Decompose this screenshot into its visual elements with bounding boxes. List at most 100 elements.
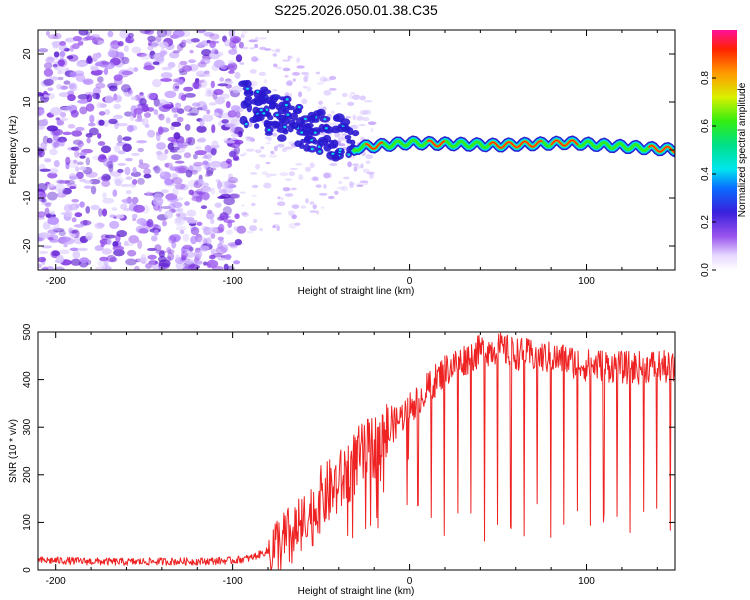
noise-blob xyxy=(70,258,82,266)
noise-blob xyxy=(202,261,208,266)
noise-blob xyxy=(131,46,142,54)
noise-blob xyxy=(197,42,204,48)
noise-blob xyxy=(208,226,219,235)
noise-blob xyxy=(147,45,154,51)
noise-blob xyxy=(112,245,125,251)
noise-blob xyxy=(213,112,220,117)
signal-blob xyxy=(244,95,253,101)
noise-blob xyxy=(292,78,296,82)
noise-blob xyxy=(206,89,212,97)
noise-blob xyxy=(230,105,241,112)
snr-y-label: SNR (10 * v/v) xyxy=(8,419,19,483)
noise-blob xyxy=(296,65,305,69)
noise-blob xyxy=(47,87,54,92)
noise-blob xyxy=(209,40,216,49)
noise-blob xyxy=(220,93,230,99)
noise-blob xyxy=(98,119,105,126)
signal-blob xyxy=(332,125,341,130)
y-tick-label: 500 xyxy=(22,323,33,340)
noise-blob xyxy=(272,53,278,57)
y-tick-label: -10 xyxy=(22,190,33,205)
noise-blob xyxy=(195,79,205,84)
noise-blob xyxy=(251,56,258,62)
noise-blob xyxy=(42,221,51,230)
noise-blob xyxy=(169,233,182,242)
noise-blob xyxy=(125,176,133,181)
noise-blob xyxy=(52,63,58,68)
noise-blob xyxy=(171,240,177,249)
noise-blob xyxy=(138,228,148,234)
noise-blob xyxy=(358,124,366,127)
noise-blob xyxy=(219,160,229,170)
noise-blob xyxy=(250,172,258,175)
noise-blob xyxy=(68,83,76,90)
noise-blob xyxy=(72,35,83,42)
noise-blob xyxy=(153,229,159,236)
noise-blob xyxy=(126,125,134,133)
noise-blob xyxy=(183,152,192,159)
noise-blob xyxy=(196,260,203,265)
noise-blob xyxy=(70,109,79,118)
noise-blob xyxy=(85,206,91,214)
noise-blob xyxy=(102,192,107,200)
noise-blob xyxy=(160,72,173,79)
noise-blob xyxy=(162,128,168,133)
noise-blob xyxy=(153,167,163,174)
noise-blob xyxy=(138,162,150,170)
noise-blob xyxy=(164,30,172,37)
noise-blob xyxy=(246,230,254,234)
noise-blob xyxy=(329,122,338,127)
signal-core xyxy=(286,113,290,116)
noise-blob xyxy=(162,104,174,109)
noise-blob xyxy=(177,79,184,85)
noise-blob xyxy=(40,141,48,150)
noise-blob xyxy=(174,160,185,164)
noise-blob xyxy=(121,84,131,93)
noise-blob xyxy=(309,210,318,213)
noise-blob xyxy=(284,75,289,78)
noise-blob xyxy=(63,243,68,248)
colorbar-tick-label: 0.0 xyxy=(700,263,711,277)
noise-blob xyxy=(98,111,106,116)
noise-blob xyxy=(85,231,93,241)
noise-blob xyxy=(322,78,332,82)
noise-blob xyxy=(116,96,122,102)
noise-blob xyxy=(316,82,325,85)
noise-blob xyxy=(294,163,303,166)
noise-blob xyxy=(199,118,205,128)
noise-blob xyxy=(227,176,239,184)
noise-blob xyxy=(261,171,268,176)
noise-blob xyxy=(211,48,219,55)
noise-blob xyxy=(106,255,117,263)
noise-blob xyxy=(254,36,259,43)
signal-core xyxy=(285,98,289,101)
noise-blob xyxy=(287,55,291,61)
noise-blob xyxy=(296,56,301,62)
ridge-peak xyxy=(365,141,384,150)
noise-blob xyxy=(75,73,86,82)
noise-blob xyxy=(300,205,307,209)
noise-blob xyxy=(179,229,185,235)
noise-blob xyxy=(117,134,123,144)
signal-blob xyxy=(275,121,284,130)
noise-blob xyxy=(191,169,198,175)
signal-blob xyxy=(243,90,254,97)
noise-blob xyxy=(184,92,196,98)
noise-blob xyxy=(169,166,180,171)
noise-blob xyxy=(304,74,310,78)
noise-blob xyxy=(82,78,94,86)
noise-blob xyxy=(74,149,80,158)
signal-blob xyxy=(311,118,320,123)
noise-blob xyxy=(185,137,192,144)
chart-title: S225.2026.050.01.38.C35 xyxy=(274,2,438,18)
signal-blob xyxy=(295,117,305,126)
noise-blob xyxy=(177,197,184,201)
snr-panel: -200 -100 0 100 0 100 200 300 400 500 Height of … xyxy=(8,323,676,597)
noise-blob xyxy=(224,123,234,128)
noise-blob xyxy=(249,80,258,87)
noise-blob xyxy=(108,118,118,125)
noise-blob xyxy=(184,124,191,131)
noise-blob xyxy=(71,217,77,223)
noise-blob xyxy=(59,41,67,47)
